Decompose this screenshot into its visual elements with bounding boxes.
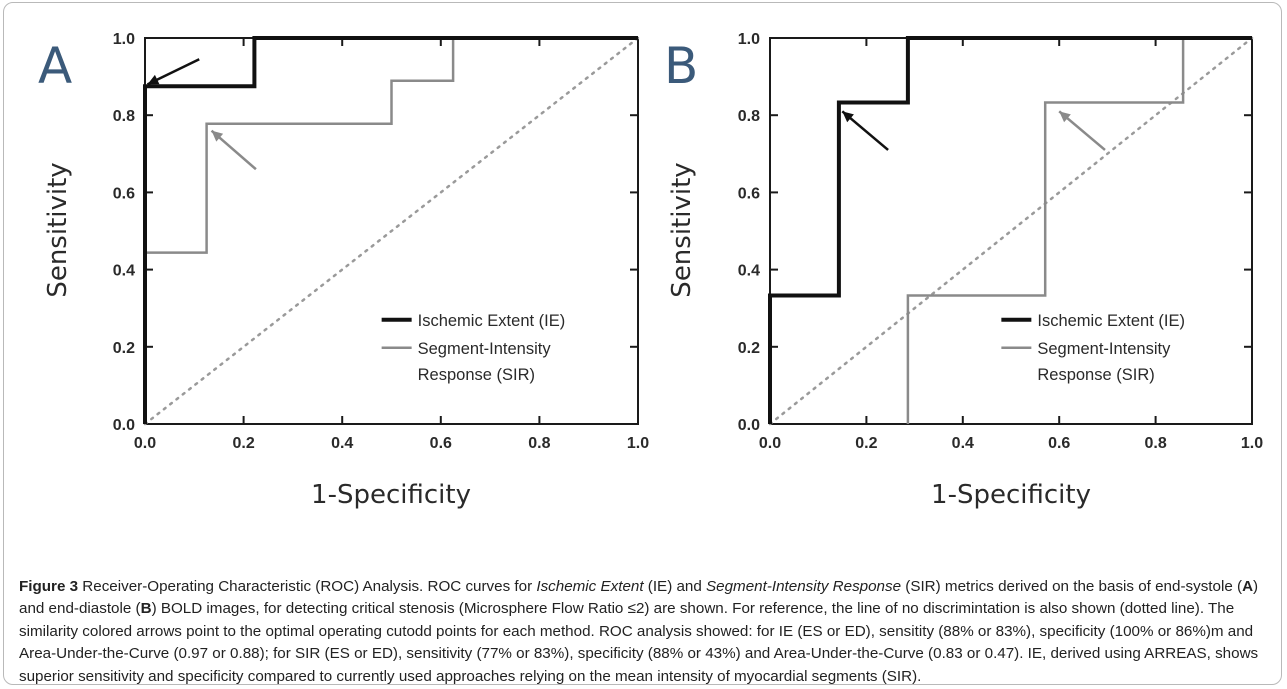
caption-text: ) BOLD images, for detecting critical st… <box>19 600 1259 685</box>
sir-curve <box>143 36 638 424</box>
x-tick-label: 0.8 <box>1144 435 1166 452</box>
x-tick-label: 1.0 <box>1241 435 1263 452</box>
y-tick-label: 0.2 <box>113 340 135 357</box>
x-axis-label: 1-Specificity <box>931 480 1091 510</box>
plot-frame <box>769 37 1253 425</box>
y-tick-label: 0.6 <box>113 185 135 202</box>
x-tick-label: 0.6 <box>1048 435 1070 452</box>
caption-text: (SIR) metrics derived on the basis of en… <box>901 578 1243 595</box>
ie-curve <box>143 36 638 424</box>
y-tick-label: 0.6 <box>738 185 760 202</box>
x-tick-label: 0.0 <box>134 435 156 452</box>
x-tick-label: 0.4 <box>952 435 974 452</box>
y-tick-label: 0.8 <box>738 108 760 125</box>
cutoff-arrow-head <box>147 74 160 85</box>
caption-sir-name: Segment-Intensity Response <box>706 578 902 595</box>
x-tick-label: 0.6 <box>430 435 452 452</box>
x-tick-label: 1.0 <box>627 435 649 452</box>
panel-letter: A <box>38 37 72 95</box>
y-axis-label: Sensitivity <box>667 162 697 297</box>
y-tick-label: 1.0 <box>738 31 760 48</box>
x-tick-label: 0.4 <box>331 435 353 452</box>
x-tick-label: 0.8 <box>528 435 550 452</box>
caption-ie-name: Ischemic Extent <box>536 578 644 595</box>
caption-text: ) and end-diastole ( <box>19 578 1259 618</box>
legend-label: Segment-Intensity Response (SIR) <box>1037 340 1171 384</box>
caption-text: (IE) and <box>643 578 707 595</box>
cutoff-arrow-head <box>211 130 224 142</box>
panel-a: A 0.0 0.2 0.4 0.6 0.8 1.0 0.0 0.2 0.4 0.6 0.8 1.0 1-S… <box>38 31 649 510</box>
caption-panel-a-ref: A <box>1242 578 1254 595</box>
x-tick-label: 0.0 <box>759 435 781 452</box>
y-tick-label: 0.4 <box>738 263 760 280</box>
x-tick-label: 0.2 <box>855 435 877 452</box>
legend-label: Ischemic Extent (IE) <box>418 312 566 330</box>
legend-label-line: Response (SIR) <box>418 366 535 384</box>
caption-panel-b-ref: B <box>140 600 152 618</box>
roc-figure: A 0.0 0.2 0.4 0.6 0.8 1.0 0.0 0.2 0.4 0.6 0.8 1.0 1-S… <box>38 31 1263 510</box>
ie-curve <box>768 36 1252 424</box>
caption-text: Receiver-Operating Characteristic (ROC) … <box>78 578 537 595</box>
cutoff-arrow-head <box>842 111 854 123</box>
legend-label-line: Segment-Intensity <box>1037 340 1171 358</box>
y-axis-label: Sensitivity <box>43 162 73 297</box>
x-tick-label: 0.2 <box>232 435 254 452</box>
y-tick-label: 1.0 <box>113 31 135 48</box>
y-tick-label: 0.0 <box>738 417 760 434</box>
no-discrimination-line <box>143 36 640 426</box>
caption-label: Figure 3 <box>19 578 79 595</box>
legend-label: Ischemic Extent (IE) <box>1037 312 1185 330</box>
panel-b: B 0.0 0.2 0.4 0.6 0.8 1.0 0.0 0.2 0.4 0.6 0.8 1.0 1-S… <box>664 31 1263 510</box>
y-tick-label: 0.4 <box>113 263 135 280</box>
figure-caption: Figure 3 Receiver-Operating Characterist… <box>19 576 1269 688</box>
legend-label-line: Response (SIR) <box>1037 366 1154 384</box>
y-tick-label: 0.8 <box>113 108 135 125</box>
x-axis-label: 1-Specificity <box>311 480 471 510</box>
legend-label: Segment-Intensity Response (SIR) <box>418 340 552 384</box>
cutoff-arrow-head <box>1059 111 1071 123</box>
no-discrimination-line <box>768 36 1254 426</box>
y-tick-label: 0.0 <box>113 417 135 434</box>
y-tick-label: 0.2 <box>738 340 760 357</box>
legend-label-line: Segment-Intensity <box>418 340 552 358</box>
panel-letter: B <box>664 37 698 95</box>
